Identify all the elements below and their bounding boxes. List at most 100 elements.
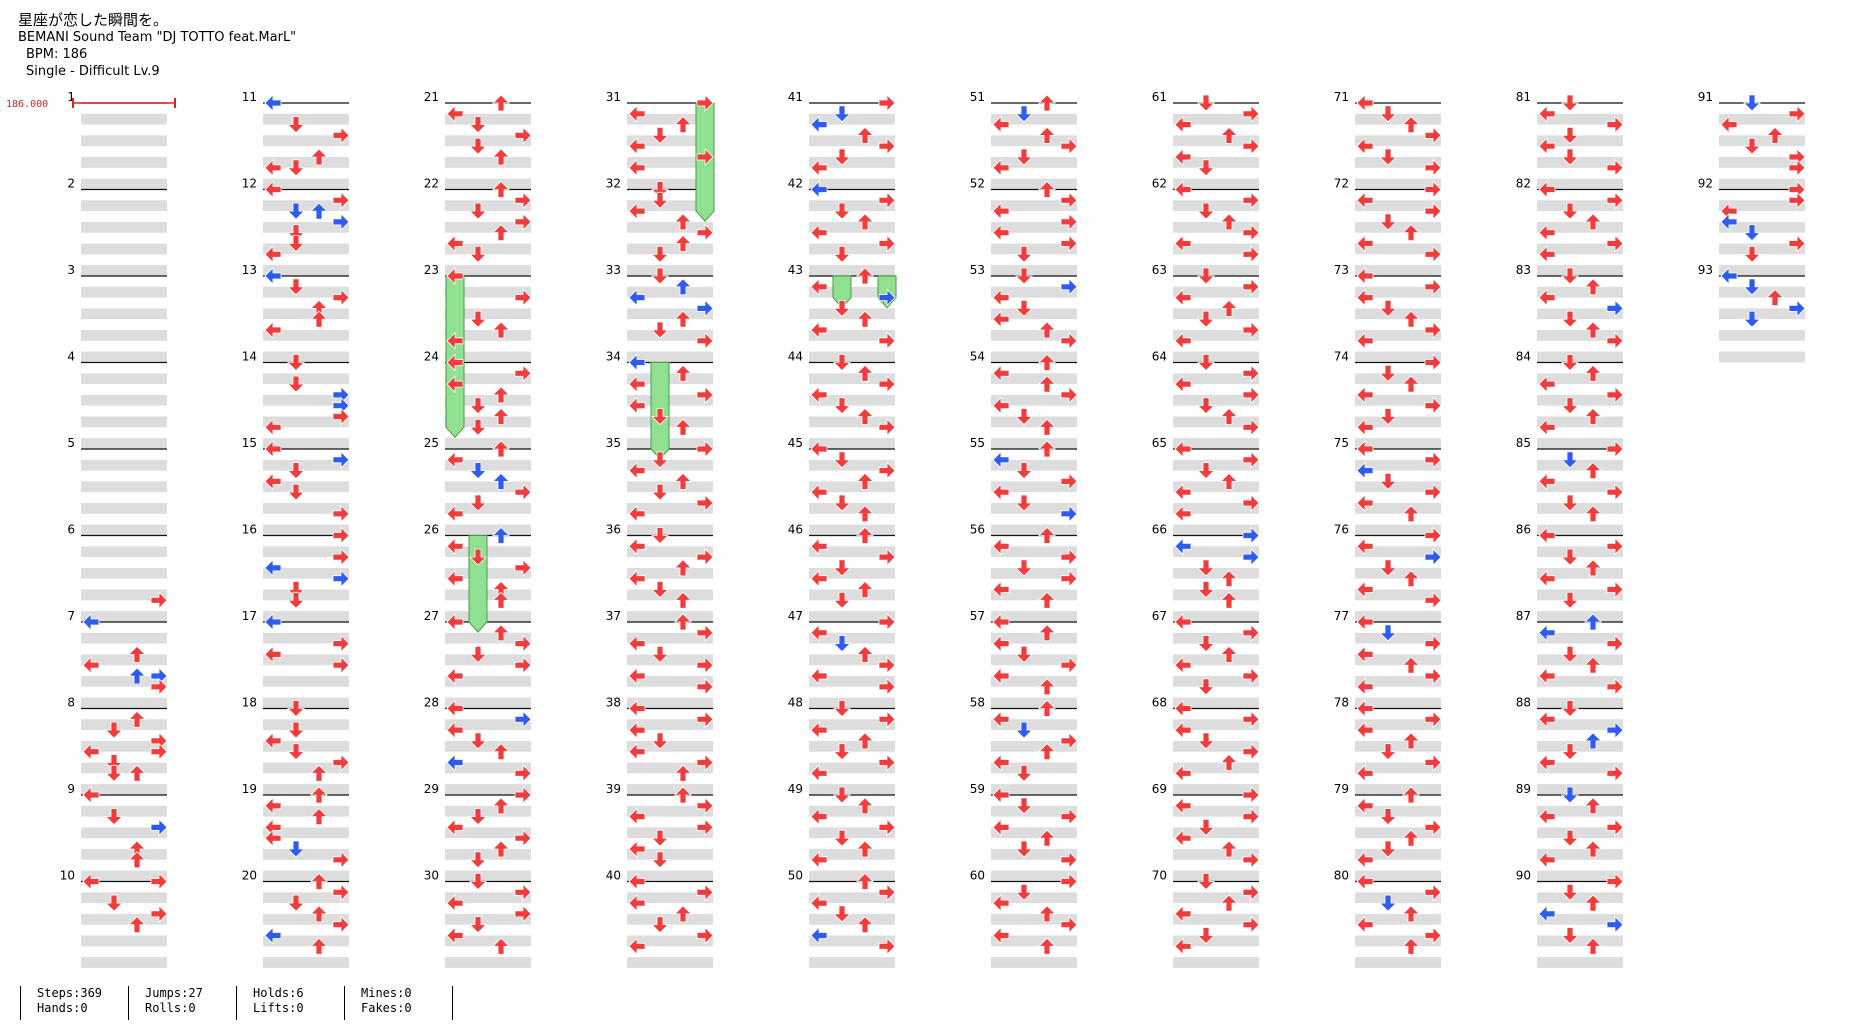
- arrow-note-left: [810, 385, 828, 404]
- arrow-note-left: [1174, 180, 1192, 199]
- arrow-note-down: [105, 721, 123, 739]
- arrow-note-up: [1584, 894, 1602, 912]
- arrow-note-left: [1538, 418, 1556, 437]
- arrow-note-up: [310, 937, 328, 955]
- measure-band: [1173, 373, 1259, 385]
- measure-band: [1719, 265, 1805, 276]
- arrow-note-left: [810, 537, 828, 556]
- measure-band: [1355, 265, 1441, 276]
- measure-band: [263, 135, 349, 147]
- arrow-note-up: [856, 840, 874, 858]
- arrow-note-down: [1015, 105, 1033, 123]
- measure-number: 60: [970, 869, 985, 883]
- measure-band: [81, 892, 167, 904]
- arrow-note-right: [1606, 764, 1624, 783]
- measure-band: [991, 243, 1077, 255]
- measure-number: 52: [970, 177, 985, 191]
- measure-band: [81, 157, 167, 168]
- measure-band: [1173, 870, 1259, 882]
- arrow-note-right: [514, 710, 532, 729]
- measure-band: [445, 913, 531, 925]
- measure-band: [445, 286, 531, 298]
- song-artist: BEMANI Sound Team "DJ TOTTO feat.MarL": [18, 30, 297, 45]
- arrow-note-up: [1402, 656, 1420, 674]
- measure-band: [445, 178, 531, 190]
- arrow-note-down: [1561, 927, 1579, 945]
- measure-band: [809, 503, 895, 514]
- arrow-note-right: [1788, 104, 1806, 123]
- arrow-note-up: [856, 645, 874, 663]
- arrow-note-right: [1060, 212, 1078, 231]
- measure-band: [445, 719, 531, 731]
- measure-number: 12: [242, 177, 257, 191]
- stats-steps-hands: Steps:369 Hands:0: [20, 986, 124, 1020]
- measure-number: 10: [60, 869, 75, 883]
- arrow-note-right: [878, 548, 896, 567]
- measure-band: [1537, 113, 1623, 125]
- measure-band: [81, 805, 167, 817]
- measure-band: [1355, 394, 1441, 406]
- measure-band: [1537, 654, 1623, 666]
- arrow-note-right: [1242, 385, 1260, 404]
- arrow-note-right: [1060, 872, 1078, 891]
- arrow-note-up: [674, 234, 692, 252]
- measure-band: [809, 416, 895, 428]
- bpm-label: BPM: 186: [26, 47, 88, 62]
- arrow-note-right: [1606, 818, 1624, 837]
- measure-number: 85: [1516, 436, 1531, 450]
- difficulty-label: Single - Difficult Lv.9: [26, 64, 160, 79]
- stat-holds: Holds:6: [253, 986, 304, 1000]
- arrow-note-right: [696, 818, 714, 837]
- measure-band: [1537, 481, 1623, 493]
- arrow-note-right: [1788, 299, 1806, 318]
- arrow-note-right: [1606, 483, 1624, 502]
- arrow-note-up: [492, 591, 510, 609]
- measure-band: [1355, 719, 1441, 731]
- measure-number: 55: [970, 436, 985, 450]
- arrow-note-right: [696, 440, 714, 458]
- arrow-note-right: [1242, 364, 1260, 383]
- measure-number: 13: [242, 263, 257, 277]
- arrow-note-up: [1402, 937, 1420, 955]
- arrow-note-left: [1538, 526, 1556, 545]
- arrow-note-up: [856, 472, 874, 490]
- arrow-note-down: [1379, 743, 1397, 761]
- arrow-note-up: [674, 905, 692, 923]
- measure-number: 84: [1516, 350, 1531, 364]
- arrow-note-left: [264, 645, 282, 664]
- arrow-note-left: [1356, 613, 1374, 631]
- arrow-note-left: [1356, 461, 1374, 480]
- measure-band: [1537, 200, 1623, 212]
- measure-number: 16: [242, 523, 257, 537]
- arrow-note-up: [1402, 375, 1420, 393]
- measure-band: [263, 373, 349, 385]
- arrow-note-up: [1402, 829, 1420, 847]
- arrow-note-down: [469, 310, 487, 328]
- arrow-note-left: [628, 202, 646, 221]
- arrow-note-down: [651, 191, 669, 209]
- measure-number: 78: [1334, 696, 1349, 710]
- arrow-note-right: [878, 753, 896, 772]
- arrow-note-up: [310, 808, 328, 825]
- measure-band: [1355, 330, 1441, 341]
- arrow-note-right: [1242, 494, 1260, 512]
- measure-number: 59: [970, 782, 985, 796]
- measure-band: [809, 589, 895, 601]
- stats-mines-fakes: Mines:0 Fakes:0: [344, 986, 448, 1020]
- arrow-note-down: [1561, 591, 1579, 609]
- measure-band: [445, 849, 531, 860]
- arrow-note-down: [1015, 721, 1033, 739]
- arrow-note-down: [287, 721, 305, 739]
- measure-band: [81, 330, 167, 341]
- arrow-note-down: [1015, 245, 1033, 263]
- measure-band: [263, 330, 349, 341]
- arrow-note-left: [264, 829, 282, 848]
- measure-band: [627, 221, 713, 233]
- measure-band: [81, 286, 167, 298]
- arrow-note-right: [332, 569, 350, 588]
- arrow-note-left: [1174, 796, 1192, 815]
- measure-band: [1719, 308, 1805, 320]
- measure-band: [81, 200, 167, 212]
- arrow-note-down: [1379, 840, 1397, 858]
- arrow-note-left: [1174, 699, 1192, 718]
